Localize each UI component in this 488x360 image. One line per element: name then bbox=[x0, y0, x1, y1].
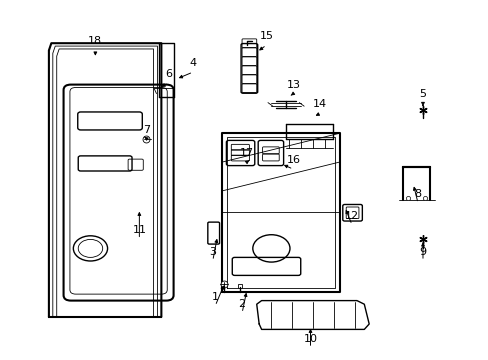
Text: 7: 7 bbox=[143, 125, 150, 135]
Text: 11: 11 bbox=[132, 225, 146, 235]
Text: 6: 6 bbox=[165, 69, 172, 79]
Text: 3: 3 bbox=[209, 247, 216, 257]
Text: 15: 15 bbox=[259, 31, 273, 41]
Text: 12: 12 bbox=[345, 211, 358, 221]
Text: 13: 13 bbox=[286, 80, 300, 90]
Text: 5: 5 bbox=[419, 89, 426, 99]
Text: 10: 10 bbox=[303, 334, 317, 344]
Text: 18: 18 bbox=[88, 36, 102, 46]
Text: 16: 16 bbox=[286, 155, 300, 165]
Text: 1: 1 bbox=[211, 292, 218, 302]
Text: 14: 14 bbox=[313, 99, 326, 109]
Text: 8: 8 bbox=[414, 189, 421, 199]
Text: 17: 17 bbox=[240, 148, 253, 158]
Text: 9: 9 bbox=[419, 247, 426, 257]
Text: 2: 2 bbox=[238, 299, 245, 309]
Text: 4: 4 bbox=[189, 58, 196, 68]
